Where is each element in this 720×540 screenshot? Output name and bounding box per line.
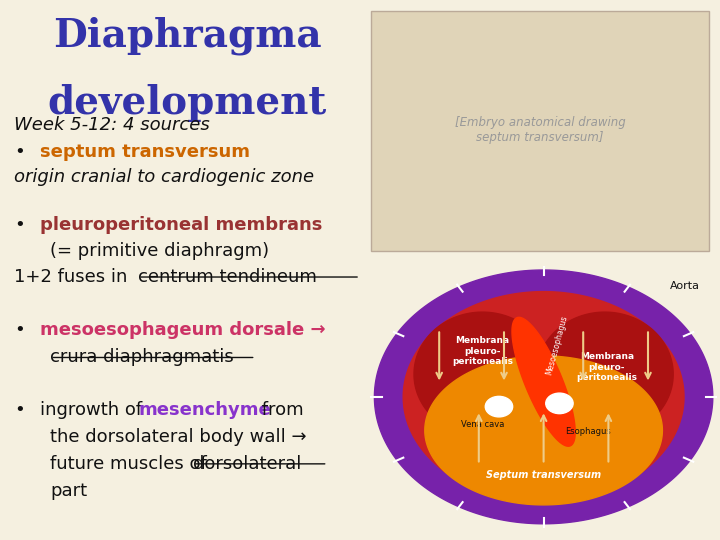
Text: mesenchyme: mesenchyme xyxy=(139,401,271,418)
Text: origin cranial to cardiogenic zone: origin cranial to cardiogenic zone xyxy=(14,168,315,186)
Text: development: development xyxy=(48,84,327,122)
Text: Aorta: Aorta xyxy=(670,281,700,291)
Text: centrum tendineum: centrum tendineum xyxy=(138,268,317,286)
Text: Diaphragma: Diaphragma xyxy=(53,16,322,55)
Text: Membrana
pleuro-
peritonealis: Membrana pleuro- peritonealis xyxy=(452,336,513,366)
Text: pleuroperitoneal membrans: pleuroperitoneal membrans xyxy=(40,216,322,234)
Text: Membrana
pleuro-
peritonealis: Membrana pleuro- peritonealis xyxy=(577,352,637,382)
Text: •: • xyxy=(14,401,25,418)
FancyBboxPatch shape xyxy=(371,11,709,251)
Text: Septum transversum: Septum transversum xyxy=(486,470,601,480)
Text: •: • xyxy=(14,216,25,234)
Text: •: • xyxy=(14,321,25,339)
Circle shape xyxy=(546,393,573,414)
Text: (= primitive diaphragm): (= primitive diaphragm) xyxy=(50,242,269,260)
Polygon shape xyxy=(425,356,662,505)
Text: 1+2 fuses in: 1+2 fuses in xyxy=(14,268,133,286)
Polygon shape xyxy=(512,318,575,446)
Polygon shape xyxy=(403,292,684,502)
Text: Esophagus: Esophagus xyxy=(565,428,611,436)
Text: Vena cava: Vena cava xyxy=(461,421,504,429)
Text: mesoesophageum dorsale →: mesoesophageum dorsale → xyxy=(40,321,325,339)
Text: from: from xyxy=(256,401,304,418)
Text: [Embryo anatomical drawing
septum transversum]: [Embryo anatomical drawing septum transv… xyxy=(454,116,626,144)
Polygon shape xyxy=(374,270,713,524)
Text: crura diaphragmatis: crura diaphragmatis xyxy=(50,348,234,366)
Circle shape xyxy=(485,396,513,417)
Text: ingrowth of: ingrowth of xyxy=(40,401,148,418)
Polygon shape xyxy=(536,312,673,436)
Text: •: • xyxy=(14,143,25,161)
Polygon shape xyxy=(414,312,551,436)
Text: future muscles of: future muscles of xyxy=(50,455,213,472)
Text: the dorsolateral body wall →: the dorsolateral body wall → xyxy=(50,428,307,445)
Text: dorsolateral: dorsolateral xyxy=(193,455,302,472)
Text: Mesoesophagus: Mesoesophagus xyxy=(544,315,569,376)
Text: septum transversum: septum transversum xyxy=(40,143,250,161)
Text: Week 5-12: 4 sources: Week 5-12: 4 sources xyxy=(14,116,210,134)
Text: part: part xyxy=(50,482,88,500)
